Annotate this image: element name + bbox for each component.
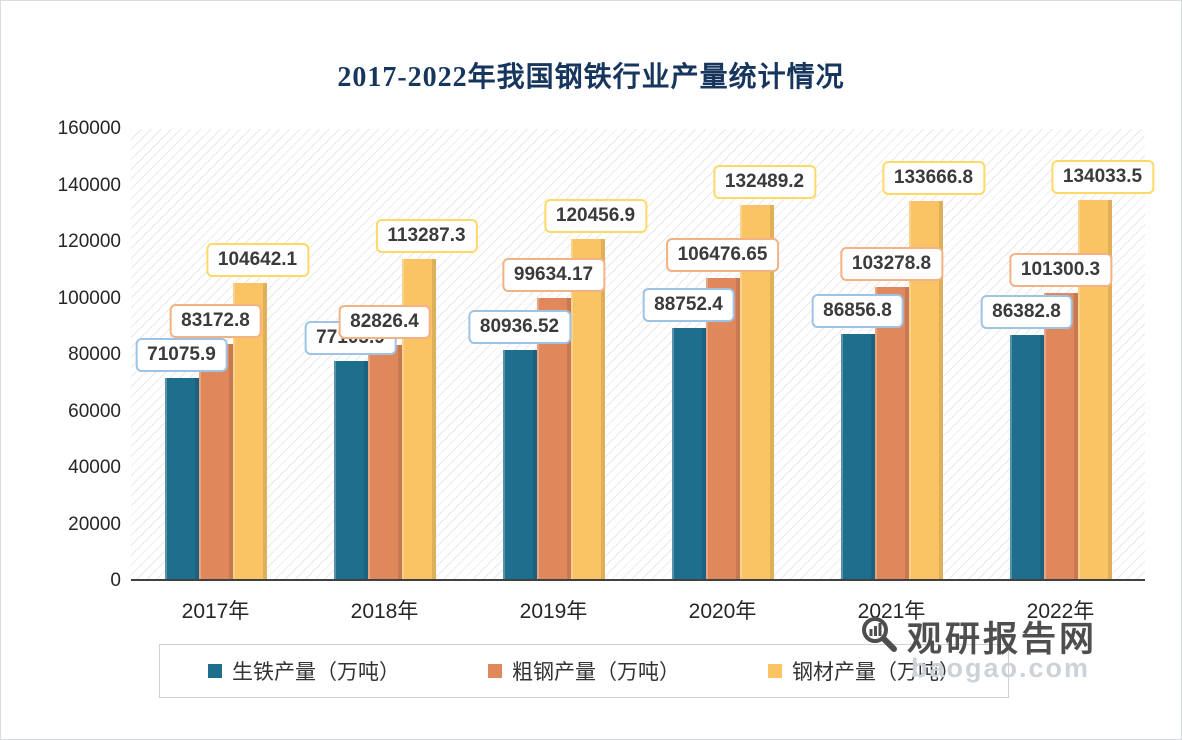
- bar-value-label: 71075.9: [135, 338, 228, 373]
- bar-value-label: 99634.17: [501, 257, 606, 292]
- y-tick-label: 120000: [57, 231, 121, 252]
- bar-value-label: 83172.8: [169, 304, 262, 338]
- legend-label: 生铁产量（万吨）: [232, 661, 400, 684]
- bar-value-label: 80936.52: [467, 310, 572, 345]
- bar-value-label: 86856.8: [811, 293, 904, 328]
- y-tick-label: 80000: [68, 344, 121, 365]
- bar-value-label: 104642.1: [205, 243, 310, 278]
- legend-item: 粗钢产量（万吨）: [488, 656, 680, 686]
- bar-value-label: 82826.4: [338, 305, 431, 339]
- bar-2019年-series1: [536, 297, 571, 579]
- bar-value-label: 133666.8: [881, 161, 986, 196]
- bar-group-2017年: 71075.9 83172.8 104642.1: [131, 129, 310, 579]
- legend-label: 粗钢产量（万吨）: [512, 661, 680, 684]
- x-tick-label: 2017年: [181, 600, 250, 623]
- bar-2019年-series2: [570, 238, 605, 579]
- bar-value-label: 86382.8: [980, 295, 1073, 329]
- bar-2021年-series0: [840, 333, 875, 579]
- watermark: baogao.com 观研报告网: [859, 605, 1171, 715]
- legend-item: 生铁产量（万吨）: [208, 656, 400, 686]
- bar-group-2020年: 88752.4 106476.65 132489.2: [638, 129, 817, 579]
- bar-2020年-series0: [671, 328, 706, 579]
- y-tick-label: 100000: [57, 287, 121, 309]
- bar-2019年-series0: [502, 350, 537, 579]
- legend-label: 钢材产量（万吨）: [792, 661, 960, 684]
- bar-2017年-series1: [198, 344, 233, 579]
- legend: 生铁产量（万吨） 粗钢产量（万吨） 钢材产量（万吨）: [159, 644, 1009, 698]
- bar-2020年-series1: [705, 278, 740, 579]
- y-tick-label: 40000: [68, 457, 121, 478]
- bar-value-label: 101300.3: [1008, 252, 1113, 287]
- bar-value-label: 134033.5: [1050, 160, 1155, 195]
- x-tick-label: 2018年: [350, 600, 419, 623]
- bar-2018年-series0: [333, 361, 368, 579]
- watermark-domain-text: baogao.com: [911, 653, 1091, 683]
- bar-2022年-series1: [1043, 292, 1078, 579]
- bar-2022年-series0: [1009, 335, 1044, 579]
- x-tick-label: 2019年: [519, 600, 588, 623]
- legend-marker: [768, 664, 782, 678]
- bar-2017年-series0: [164, 378, 199, 579]
- bar-group-2021年: 86856.8 103278.8 133666.8: [807, 129, 986, 579]
- legend-marker: [208, 664, 222, 678]
- bar-value-label: 113287.3: [375, 219, 478, 253]
- chart-title: 2017-2022年我国钢铁行业产量统计情况: [337, 62, 845, 93]
- watermark-brand-text: 观研报告网: [907, 620, 1098, 659]
- x-tick-label: 2020年: [688, 600, 757, 623]
- bar-value-label: 132489.2: [712, 164, 817, 199]
- bar-value-label: 106476.65: [665, 238, 780, 273]
- y-tick-label: 60000: [68, 400, 121, 422]
- bar-2021年-series1: [874, 287, 909, 579]
- plot-area: 71075.983172.8104642.177105.982826.41132…: [131, 129, 1155, 581]
- bar-group-2022年: 86382.8 101300.3 134033.5: [976, 129, 1155, 579]
- x-tick-label: 2022年: [1026, 600, 1095, 623]
- y-tick-label: 160000: [57, 118, 121, 139]
- bar-value-label: 88752.4: [642, 288, 735, 323]
- bar-row: [333, 259, 436, 579]
- bar-2018年-series1: [367, 345, 402, 579]
- y-axis-labels: 160000 140000 120000 100000 80000 60000 40000 2…: [1, 118, 121, 591]
- y-tick-label: 140000: [57, 174, 121, 196]
- legend-item: 钢材产量（万吨）: [768, 656, 960, 686]
- y-tick-label: 0: [110, 570, 121, 591]
- magnifier-logo-icon: [859, 614, 899, 659]
- x-axis-labels: 2017年 2018年 2019年 2020年 2021年 2022年: [131, 595, 1145, 625]
- bar-value-label: 120456.9: [543, 198, 648, 233]
- legend-marker: [488, 664, 502, 678]
- bar-row: [502, 238, 605, 579]
- watermark-brand-row: 观研报告网: [859, 611, 1097, 662]
- y-tick-label: 20000: [68, 513, 121, 535]
- bar-value-label: 103278.8: [839, 247, 944, 282]
- bar-group-2019年: 80936.52 99634.17 120456.9: [467, 129, 648, 579]
